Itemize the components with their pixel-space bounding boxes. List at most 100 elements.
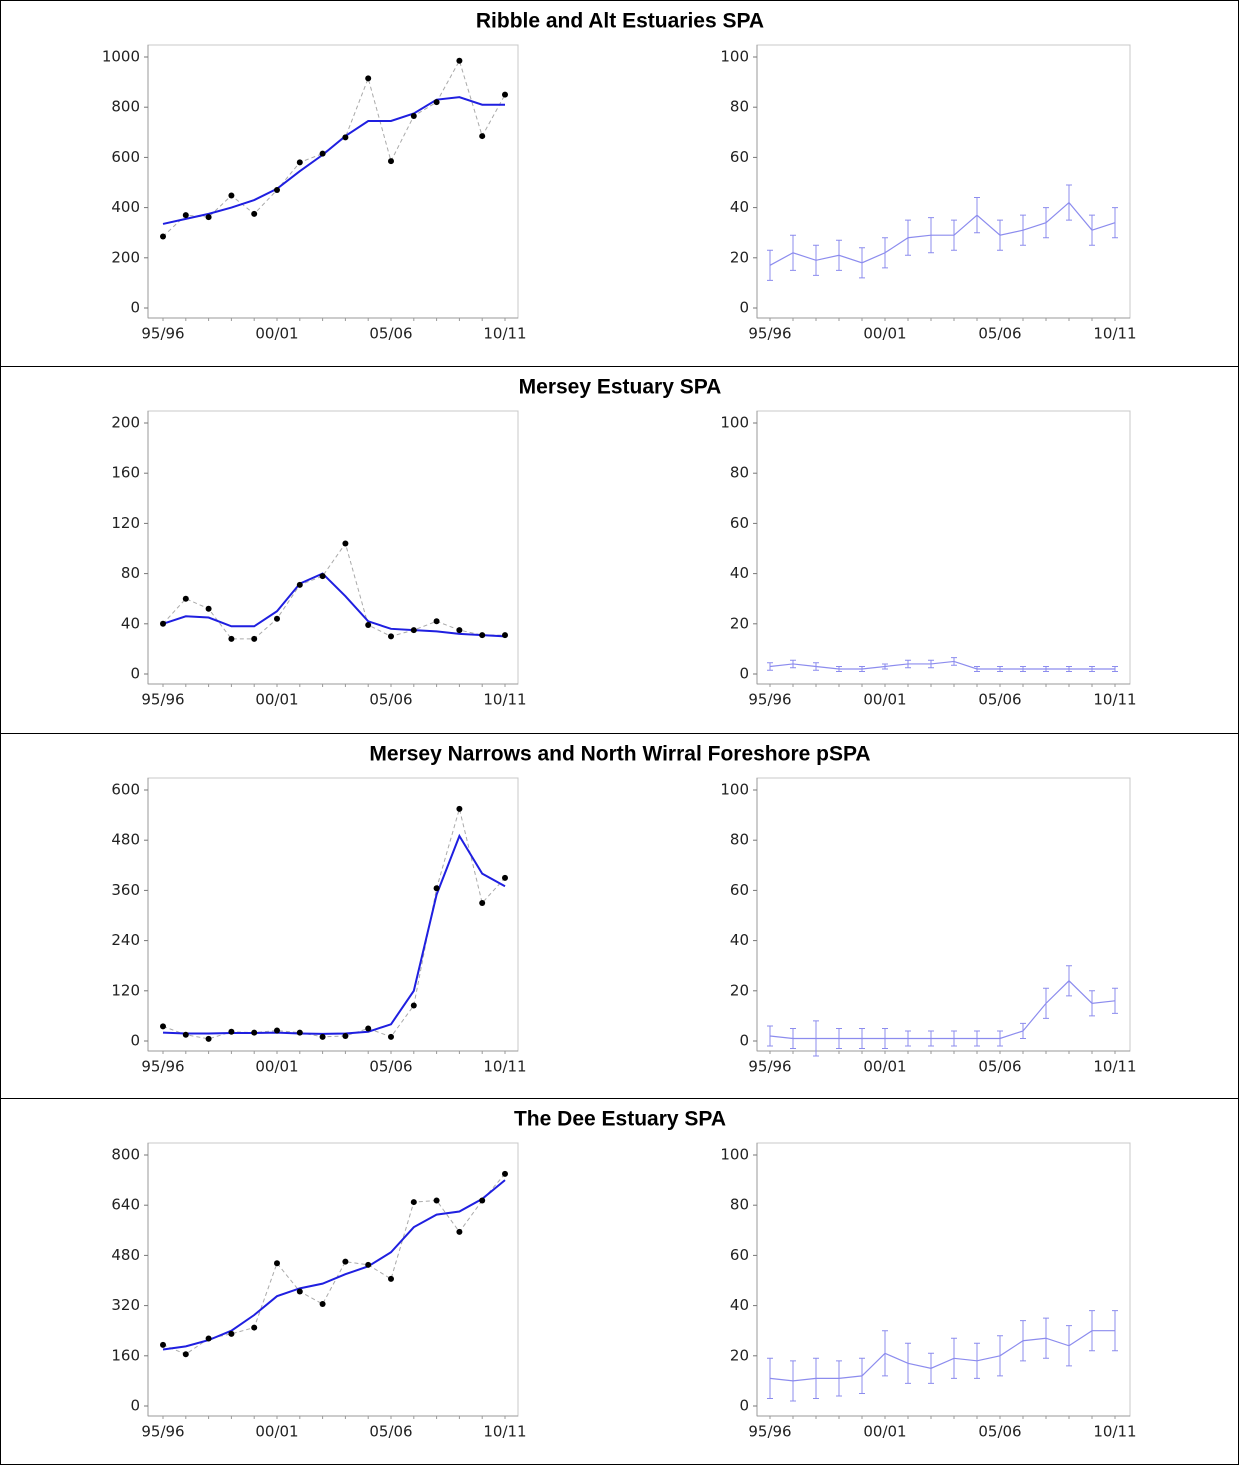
y-tick-label: 360 [111, 881, 140, 899]
data-point [456, 627, 463, 634]
index-line [769, 979, 1116, 1040]
x-tick-label: 10/11 [1093, 1423, 1136, 1441]
plot-frame [147, 410, 519, 685]
connector-line [162, 1173, 506, 1355]
data-point [342, 1032, 349, 1039]
y-tick-label: 800 [111, 1146, 140, 1164]
data-point [319, 1033, 326, 1040]
data-point [502, 874, 508, 881]
data-point [502, 632, 508, 639]
data-point [456, 57, 463, 64]
plot-frame [147, 777, 519, 1052]
y-tick-label: 320 [111, 1296, 140, 1314]
data-point [433, 1197, 440, 1204]
data-point [502, 1170, 508, 1177]
x-tick-label: 05/06 [369, 325, 412, 343]
x-tick-label: 10/11 [483, 325, 526, 343]
x-tick-label: 00/01 [255, 1423, 298, 1441]
data-point [365, 75, 372, 82]
y-tick-label: 600 [111, 148, 140, 166]
y-tick-label: 0 [130, 1397, 140, 1415]
section-title: Mersey Narrows and North Wirral Foreshor… [369, 743, 870, 766]
x-tick-label: 05/06 [978, 1423, 1021, 1441]
data-point [182, 1031, 189, 1038]
x-tick-label: 95/96 [748, 1058, 791, 1076]
plot-frame [756, 777, 1131, 1052]
y-tick-label: 0 [739, 665, 749, 683]
connector-line [162, 806, 506, 1040]
x-tick-label: 10/11 [1093, 691, 1136, 709]
data-point [456, 1228, 463, 1235]
y-tick-label: 80 [730, 98, 749, 116]
y-tick-label: 160 [111, 464, 140, 482]
y-tick-label: 100 [720, 414, 749, 432]
data-point [205, 1035, 212, 1042]
y-tick-label: 40 [730, 198, 749, 216]
data-point [228, 635, 235, 642]
data-point [319, 1301, 326, 1308]
section-title: Ribble and Alt Estuaries SPA [476, 10, 764, 33]
y-tick-label: 40 [121, 614, 140, 632]
data-point [388, 633, 394, 640]
y-tick-label: 40 [730, 931, 749, 949]
data-point [160, 1341, 166, 1348]
data-point [182, 212, 189, 219]
y-tick-label: 100 [720, 1146, 749, 1164]
x-tick-label: 00/01 [255, 325, 298, 343]
data-point [251, 210, 258, 217]
x-tick-label: 95/96 [748, 325, 791, 343]
index-line [769, 1330, 1115, 1382]
data-point [251, 635, 258, 642]
error-bar [767, 249, 773, 281]
data-point [274, 615, 280, 622]
y-tick-label: 120 [111, 981, 140, 999]
y-tick-label: 80 [730, 464, 749, 482]
x-tick-label: 95/96 [748, 1423, 791, 1441]
trend-line [162, 833, 506, 1035]
data-point [182, 1351, 189, 1358]
x-tick-label: 05/06 [978, 691, 1021, 709]
data-point [365, 1261, 372, 1268]
y-tick-label: 800 [111, 98, 140, 116]
data-point [433, 885, 440, 892]
data-point [479, 133, 486, 140]
data-point [251, 1324, 258, 1331]
data-point [319, 150, 326, 157]
y-tick-label: 80 [730, 1196, 749, 1214]
data-point [205, 1335, 212, 1342]
y-tick-label: 0 [739, 1032, 749, 1050]
x-tick-label: 95/96 [141, 1423, 184, 1441]
y-tick-label: 80 [121, 564, 140, 582]
data-point [182, 595, 189, 602]
data-point [479, 1197, 486, 1204]
index-line [769, 201, 1116, 266]
y-tick-label: 40 [730, 564, 749, 582]
trend-line [162, 1179, 506, 1351]
data-point [479, 632, 486, 639]
data-point [274, 187, 280, 194]
x-tick-label: 95/96 [141, 1058, 184, 1076]
x-tick-label: 00/01 [863, 1423, 906, 1441]
y-tick-label: 480 [111, 1246, 140, 1264]
y-tick-label: 240 [111, 931, 140, 949]
y-tick-label: 100 [720, 781, 749, 799]
data-point [296, 581, 303, 588]
trend-line [162, 96, 505, 225]
x-tick-label: 05/06 [978, 325, 1021, 343]
data-point [388, 1275, 394, 1282]
data-point [160, 1023, 166, 1030]
plot-frame [147, 44, 519, 319]
y-tick-label: 400 [111, 198, 140, 216]
y-tick-label: 100 [720, 48, 749, 66]
x-tick-label: 95/96 [141, 325, 184, 343]
y-tick-label: 60 [730, 881, 749, 899]
data-point [160, 233, 166, 240]
data-point [228, 1330, 235, 1337]
data-point [410, 1002, 417, 1009]
y-tick-label: 20 [730, 1346, 749, 1364]
y-tick-label: 120 [111, 514, 140, 532]
section-title: The Dee Estuary SPA [514, 1108, 726, 1131]
y-tick-label: 200 [111, 414, 140, 432]
data-point [296, 1029, 303, 1036]
